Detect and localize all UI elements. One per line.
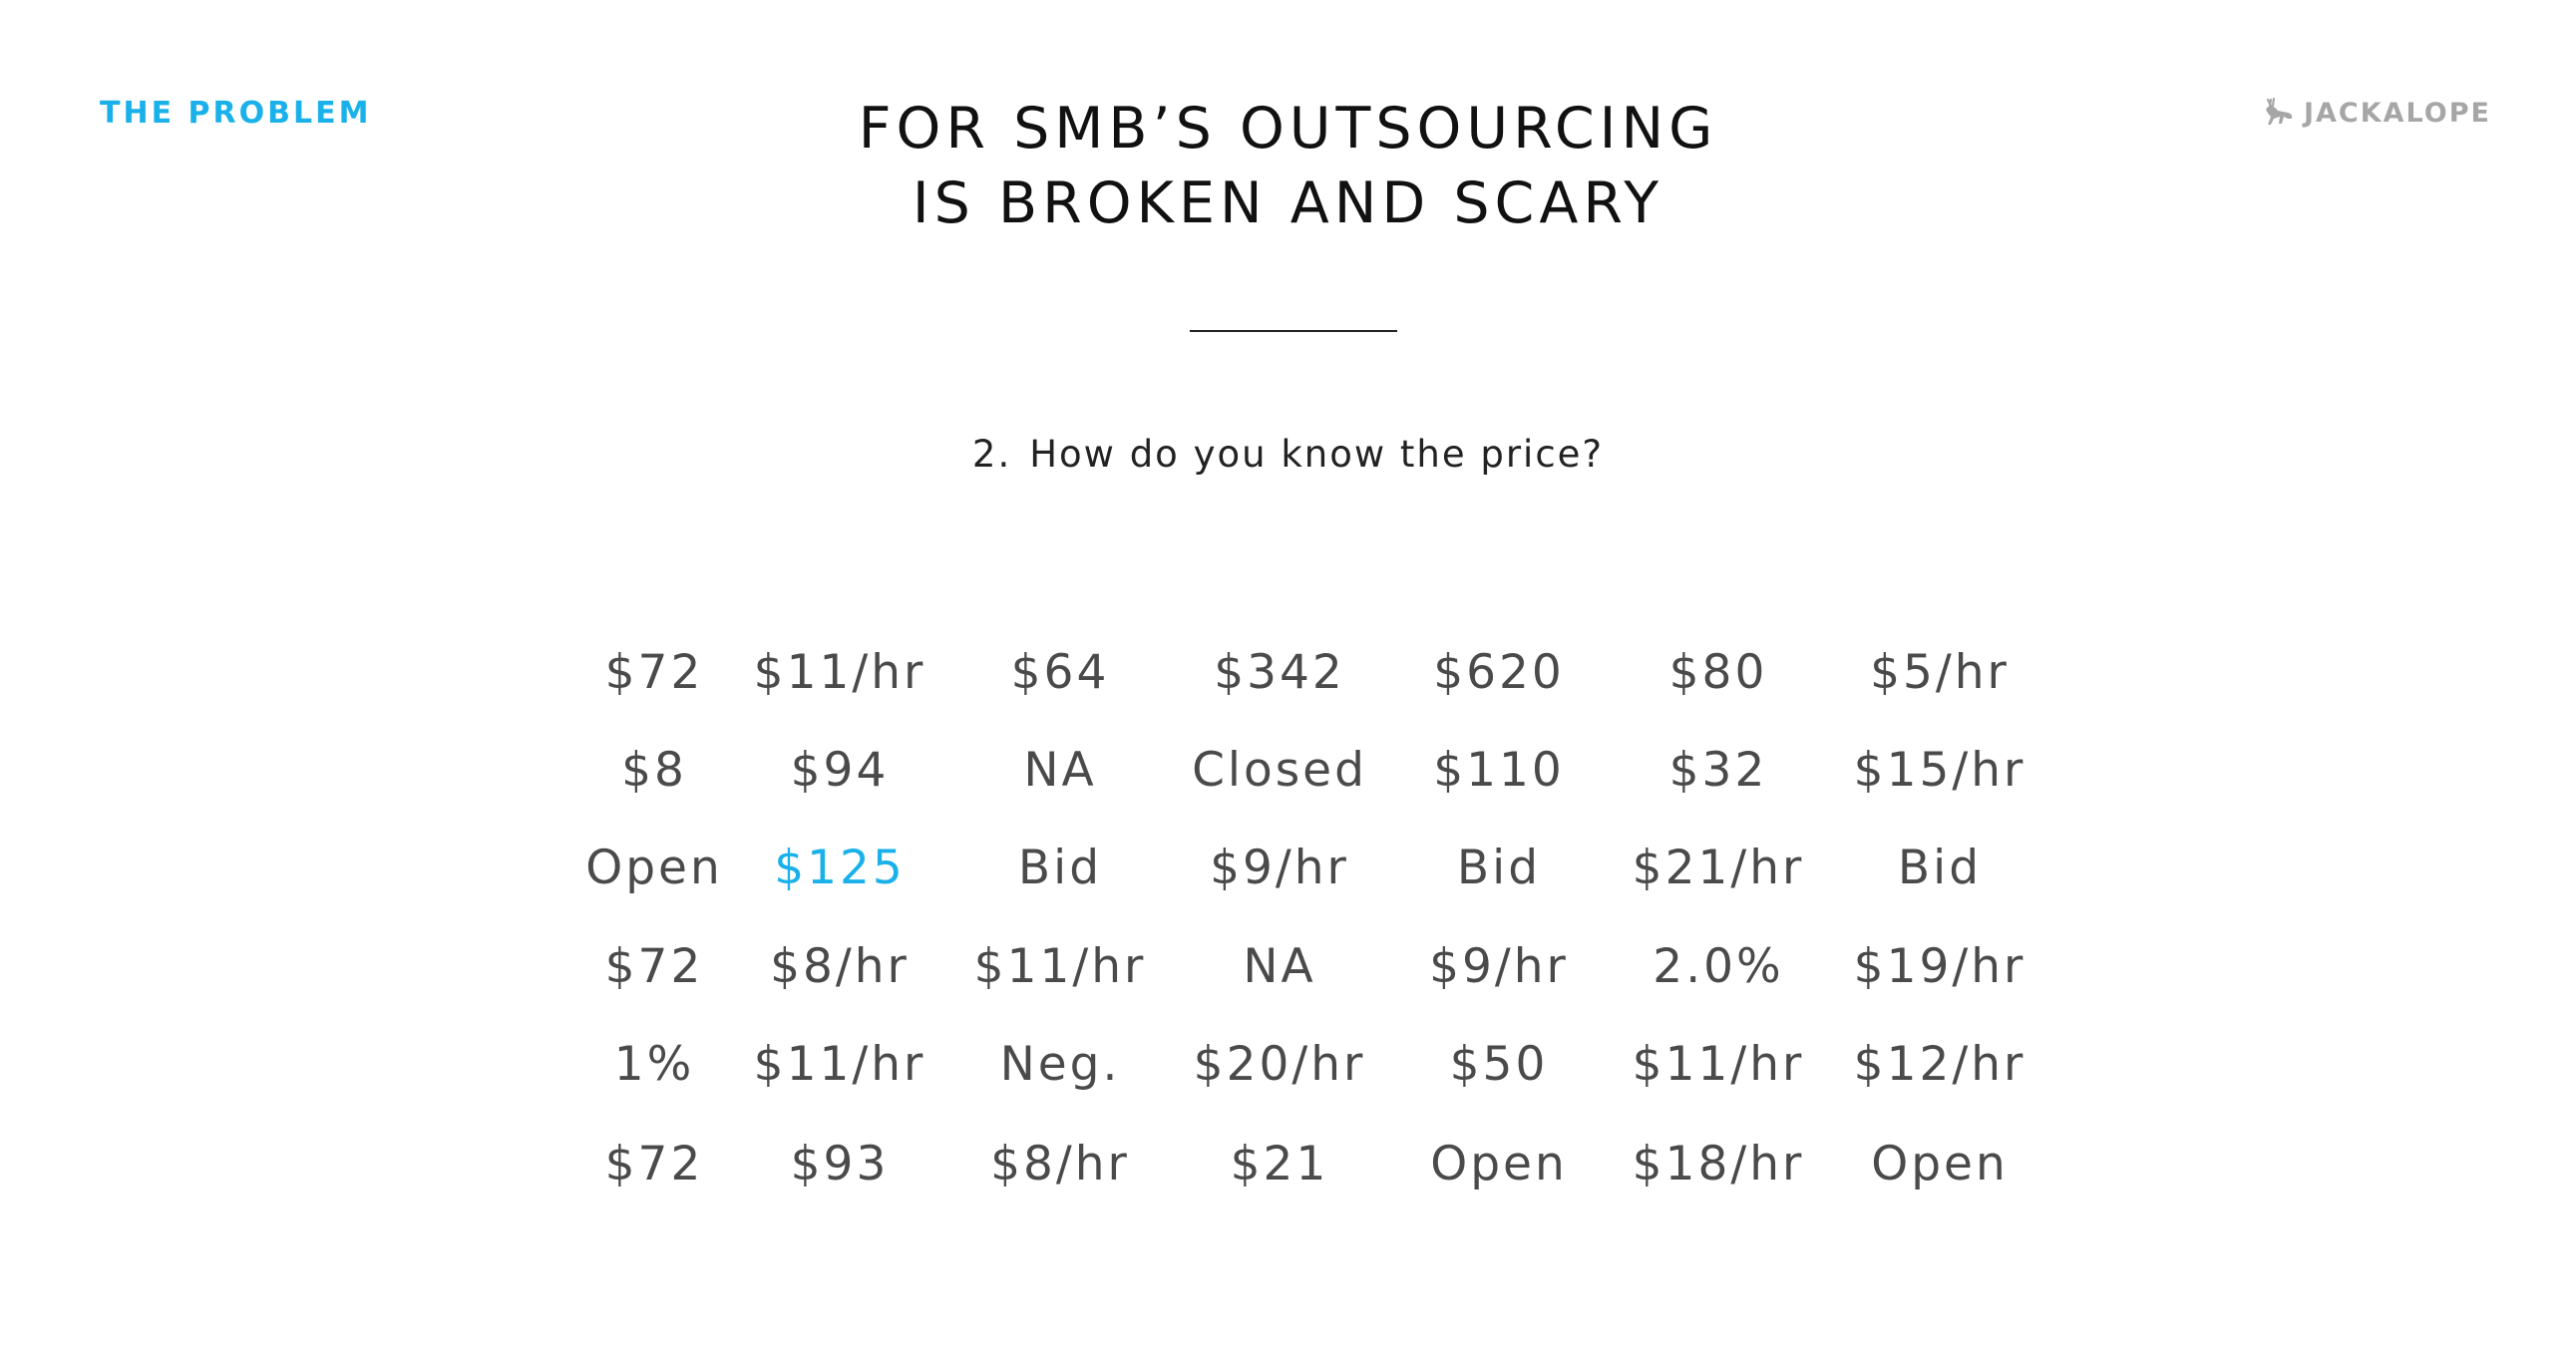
price-cell: $18/hr [1632, 1137, 1805, 1191]
brand-name: JACKALOPE [2303, 97, 2491, 129]
title-divider [1190, 330, 1397, 332]
price-cell: $125 [774, 841, 906, 895]
title-line-2: IS BROKEN AND SCARY [912, 170, 1664, 236]
price-cell: $21 [1230, 1137, 1329, 1191]
brand-logo: JACKALOPE [2262, 97, 2491, 129]
question-text: How do you know the price? [1029, 433, 1605, 476]
price-cell: Open [1430, 1137, 1568, 1191]
price-cell: $11/hr [1632, 1037, 1805, 1092]
price-cell: $12/hr [1853, 1037, 2026, 1092]
price-cell: $11/hr [753, 645, 926, 700]
price-cell: $93 [790, 1137, 890, 1191]
price-cell: 1% [613, 1037, 695, 1092]
price-cell: $50 [1449, 1037, 1549, 1092]
price-cell: Bid [1897, 841, 1983, 895]
price-cell: Open [1871, 1137, 2009, 1191]
price-cell: $342 [1214, 645, 1345, 700]
price-cell: Neg. [999, 1037, 1121, 1092]
price-cell: $32 [1668, 743, 1768, 798]
price-cell: $72 [604, 645, 704, 700]
price-cell: 2.0% [1653, 939, 1784, 994]
price-cell: $19/hr [1853, 939, 2026, 994]
price-cell: NA [1243, 939, 1316, 994]
price-cell: $5/hr [1870, 645, 2010, 700]
section-label: THE PROBLEM [100, 96, 372, 131]
jackalope-icon [2262, 97, 2296, 129]
price-cell: $9/hr [1429, 939, 1569, 994]
page-title: FOR SMB’S OUTSOURCING IS BROKEN AND SCAR… [0, 92, 2576, 241]
price-cell: $110 [1433, 743, 1565, 798]
price-cell: $94 [790, 743, 890, 798]
price-cell: $15/hr [1853, 743, 2026, 798]
price-cell: $620 [1433, 645, 1565, 700]
price-cell: Closed [1192, 743, 1367, 798]
price-cell: NA [1023, 743, 1097, 798]
price-cell: $21/hr [1632, 841, 1805, 895]
price-cell: $8 [621, 743, 687, 798]
price-cell: $9/hr [1210, 841, 1349, 895]
price-cell: Bid [1017, 841, 1103, 895]
price-cell: $8/hr [770, 939, 910, 994]
question-number: 2. [971, 433, 1012, 476]
title-line-1: FOR SMB’S OUTSOURCING [858, 96, 1718, 162]
price-cell: $8/hr [990, 1137, 1130, 1191]
price-cell: Open [585, 841, 723, 895]
question: 2. How do you know the price? [0, 433, 2576, 476]
price-cell: $11/hr [753, 1037, 926, 1092]
price-cell: $72 [604, 1137, 704, 1191]
price-cell: $20/hr [1193, 1037, 1366, 1092]
price-cell: Bid [1456, 841, 1542, 895]
price-cell: $11/hr [973, 939, 1147, 994]
price-cell: $80 [1668, 645, 1768, 700]
price-cell: $64 [1010, 645, 1110, 700]
price-cell: $72 [604, 939, 704, 994]
